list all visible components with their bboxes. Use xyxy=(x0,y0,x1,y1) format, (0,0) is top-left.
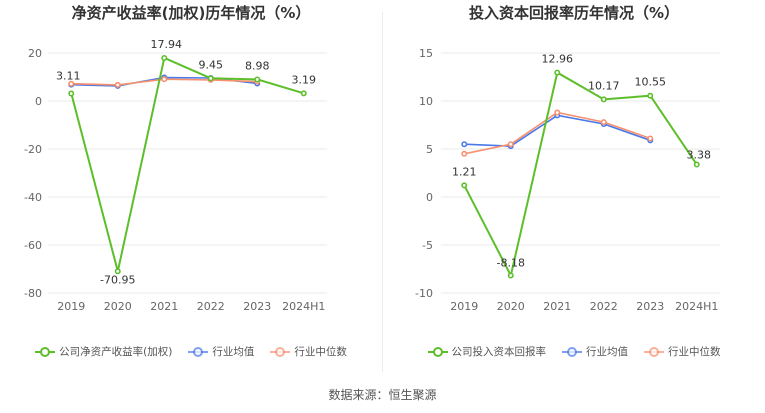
roe-company-point xyxy=(114,268,121,275)
legend-label: 行业均值 xyxy=(212,346,255,358)
roic-company-point xyxy=(693,161,700,168)
legend-swatch-icon xyxy=(188,346,209,357)
roe-industry-median-point xyxy=(68,80,75,87)
roe-x-tick-label: 2020 xyxy=(104,300,132,313)
roic-company-point xyxy=(647,92,654,99)
roic-y-tick-label: 15 xyxy=(419,47,433,60)
roic-industry-mean-line xyxy=(464,114,651,147)
roic-industry-mean-point xyxy=(461,141,468,148)
roe-chart-panel: 净资产收益率(加权)历年情况（%） 20 0 -20 -40 -60 -80 2019 202… xyxy=(0,0,382,380)
roic-x-tick-label: 2020 xyxy=(497,300,525,313)
roe-y-tick-label: -60 xyxy=(24,239,42,252)
roic-y-tick-label: -10 xyxy=(415,287,433,300)
roic-data-label: 3.38 xyxy=(687,149,712,162)
roic-y-tick-label: 0 xyxy=(426,191,433,204)
roe-company-point xyxy=(254,76,261,83)
roe-data-label: 17.94 xyxy=(151,38,183,51)
roic-legend-item-industry-median[interactable]: 行业中位数 xyxy=(644,344,721,359)
roe-industry-median-point xyxy=(114,81,121,88)
roic-y-tick-label: 10 xyxy=(419,95,433,108)
roic-x-tick-label: 2023 xyxy=(636,300,664,313)
roic-y-tick-label: 5 xyxy=(426,143,433,156)
roe-x-tick-label: 2023 xyxy=(243,300,271,313)
roe-company-point xyxy=(161,54,168,61)
roe-y-tick-label: -20 xyxy=(24,143,42,156)
roic-data-label: 10.55 xyxy=(635,76,667,89)
roic-company-point xyxy=(507,272,514,279)
roic-industry-median-point xyxy=(461,150,468,157)
roe-industry-median-point xyxy=(161,76,168,83)
legend-swatch-icon xyxy=(427,346,448,357)
roe-data-label: 8.98 xyxy=(245,59,270,72)
roe-x-tick-label: 2021 xyxy=(150,300,178,313)
roe-company-point xyxy=(300,90,307,97)
roe-y-tick-label: -80 xyxy=(24,287,42,300)
roic-x-tick-label: 2019 xyxy=(450,300,478,313)
roic-industry-median-line xyxy=(464,111,651,155)
roic-chart: 15 10 5 0 -5 -10 2019 2020 2021 2022 2023 2024H1 1.2… xyxy=(415,47,720,313)
roe-company-point xyxy=(68,90,75,97)
roic-legend-item-company[interactable]: 公司投入资本回报率 xyxy=(427,344,547,359)
roe-chart: 20 0 -20 -40 -60 -80 2019 2020 2021 2022 2023 2024H… xyxy=(24,38,327,313)
roe-legend-item-company[interactable]: 公司净资产收益率(加权) xyxy=(35,344,172,359)
roe-legend-item-industry-median[interactable]: 行业中位数 xyxy=(270,344,347,359)
roe-company-point xyxy=(207,75,214,82)
roic-industry-median-point xyxy=(554,109,561,116)
roe-chart-title: 净资产收益率(加权)历年情况（%） xyxy=(71,4,311,22)
legend-swatch-icon xyxy=(562,346,582,357)
roic-company-point xyxy=(554,69,561,76)
roe-x-tick-label: 2019 xyxy=(57,300,85,313)
roic-company-point xyxy=(461,182,468,189)
legend-label: 行业均值 xyxy=(586,346,628,358)
roe-data-label: 3.19 xyxy=(292,73,317,86)
legend-swatch-icon xyxy=(270,346,291,357)
roe-data-label: 9.45 xyxy=(199,58,224,71)
panel-divider xyxy=(382,12,383,372)
roic-data-label: 1.21 xyxy=(452,165,477,178)
roe-x-tick-label: 2024H1 xyxy=(282,300,325,313)
roe-x-tick-label: 2022 xyxy=(197,300,225,313)
roe-legend-item-industry-mean[interactable]: 行业均值 xyxy=(188,344,254,359)
roic-chart-panel: 投入资本回报率历年情况（%） 15 10 5 0 -5 -10 2019 2020 2021 20… xyxy=(383,0,765,380)
roe-chart-legend: 公司净资产收益率(加权) 行业均值 行业中位数 xyxy=(0,344,382,359)
roic-data-label: 12.96 xyxy=(542,53,574,66)
roic-x-tick-label: 2024H1 xyxy=(675,300,718,313)
roic-company-point xyxy=(600,96,607,103)
roic-data-label: 10.17 xyxy=(588,79,620,92)
roe-data-label: 3.11 xyxy=(56,70,81,83)
legend-swatch-icon xyxy=(644,346,664,357)
roe-company-line xyxy=(70,56,305,272)
legend-label: 行业中位数 xyxy=(294,346,347,358)
roic-chart-legend: 公司投入资本回报率 行业均值 行业中位数 xyxy=(383,344,765,359)
roic-chart-title: 投入资本回报率历年情况（%） xyxy=(468,4,680,22)
roic-industry-median-point xyxy=(507,141,514,148)
roic-industry-median-point xyxy=(647,135,654,142)
roe-data-label: -70.95 xyxy=(100,273,135,286)
roic-data-label: -8.18 xyxy=(497,257,525,270)
roe-y-tick-label: -40 xyxy=(24,191,42,204)
legend-label: 行业中位数 xyxy=(668,346,721,358)
legend-label: 公司投入资本回报率 xyxy=(451,346,547,358)
roic-y-tick-label: -5 xyxy=(422,239,433,252)
legend-swatch-icon xyxy=(35,346,56,357)
roe-y-tick-label: 20 xyxy=(28,47,42,60)
roic-x-tick-label: 2021 xyxy=(543,300,571,313)
roic-legend-item-industry-mean[interactable]: 行业均值 xyxy=(562,344,628,359)
legend-label: 公司净资产收益率(加权) xyxy=(59,346,173,358)
roic-x-tick-label: 2022 xyxy=(590,300,618,313)
roe-y-tick-label: 0 xyxy=(35,95,42,108)
data-source-note: 数据来源：恒生聚源 xyxy=(328,388,437,402)
roic-industry-median-point xyxy=(600,119,607,126)
roic-company-line xyxy=(463,71,698,279)
